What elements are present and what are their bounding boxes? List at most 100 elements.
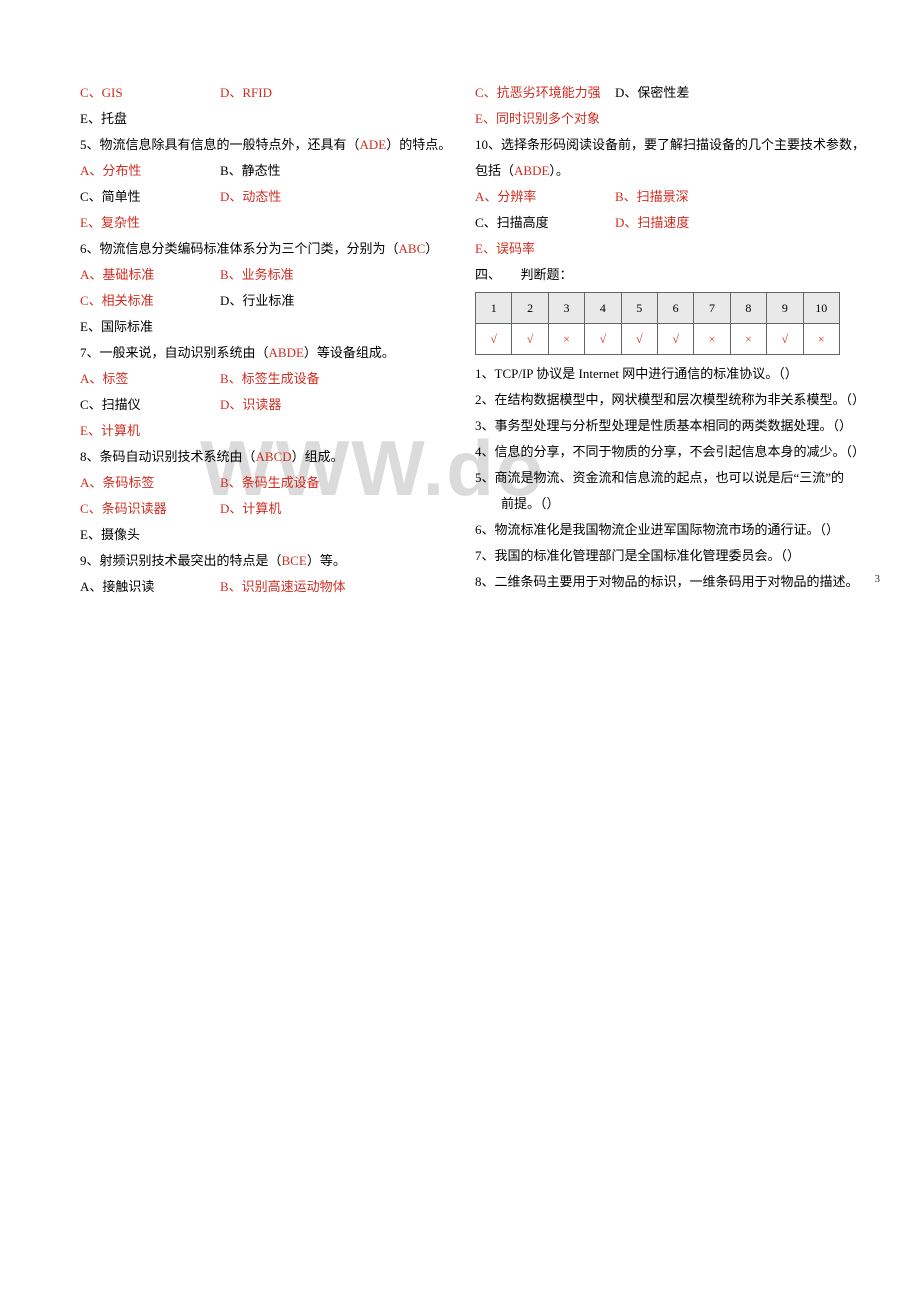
q10-answer: ABDE [514, 163, 549, 178]
q10-stem-b: ）。 [549, 163, 569, 178]
q7-opt-a: A、标签 [80, 366, 220, 392]
tf-a10: × [803, 324, 839, 355]
q8-opt-c: C、条码识读器 [80, 496, 220, 522]
q5-opt-c: C、简单性 [80, 184, 220, 210]
true-false-table: 1 2 3 4 5 6 7 8 9 10 √ √ × [475, 292, 840, 355]
q7-opt-b: B、标签生成设备 [220, 366, 445, 392]
question-5: 5、物流信息除具有信息的一般特点外，还具有（ADE）的特点。 [80, 132, 445, 158]
option-row: A、分布性 B、静态性 [80, 158, 445, 184]
tf-h7: 7 [694, 293, 730, 324]
q6-opt-e: E、国际标准 [80, 314, 445, 340]
judge-2: 2、在结构数据模型中，网状模型和层次模型统称为非关系模型。（） [475, 387, 840, 413]
judge-4: 4、信息的分享，不同于物质的分享，不会引起信息本身的减少。（） [475, 439, 840, 465]
tf-a3: × [548, 324, 584, 355]
q6-answer: ABC [399, 241, 426, 256]
tf-a9: √ [767, 324, 803, 355]
q9-opt-b: B、识别高速运动物体 [220, 574, 445, 600]
q8-answer: ABCD [256, 449, 292, 464]
tf-header-row: 1 2 3 4 5 6 7 8 9 10 [476, 293, 840, 324]
q7-answer: ABDE [269, 345, 304, 360]
question-9: 9、射频识别技术最突出的特点是（BCE）等。 [80, 548, 445, 574]
q10-opt-d: D、扫描速度 [615, 210, 840, 236]
question-6: 6、物流信息分类编码标准体系分为三个门类，分别为（ABC） [80, 236, 445, 262]
q7-opt-e: E、计算机 [80, 418, 445, 444]
option-e: E、同时识别多个对象 [475, 106, 840, 132]
q5-stem-a: 5、物流信息除具有信息的一般特点外，还具有（ [80, 137, 360, 152]
tf-h9: 9 [767, 293, 803, 324]
option-row: C、抗恶劣环境能力强 D、保密性差 [475, 80, 840, 106]
q6-stem-a: 6、物流信息分类编码标准体系分为三个门类，分别为（ [80, 241, 399, 256]
q5-stem-b: ）的特点。 [386, 137, 451, 152]
option-c: C、GIS [80, 80, 220, 106]
option-row: C、GIS D、RFID [80, 80, 445, 106]
q6-opt-a: A、基础标准 [80, 262, 220, 288]
page: WWW.do C、GIS D、RFID E、托盘 5、物流信息除具有信息的一般特… [0, 0, 920, 610]
q10-opt-b: B、扫描景深 [615, 184, 840, 210]
q10-stem-a: 包括（ [475, 163, 514, 178]
judge-5a: 5、商流是物流、资金流和信息流的起点，也可以说是后“三流”的 [475, 465, 840, 491]
option-row: A、基础标准 B、业务标准 [80, 262, 445, 288]
tf-a4: √ [585, 324, 621, 355]
tf-a6: √ [657, 324, 693, 355]
option-row: A、接触识读 B、识别高速运动物体 [80, 574, 445, 600]
page-number: 3 [875, 568, 881, 590]
q9-stem-b: ）等。 [307, 553, 346, 568]
q9-opt-a: A、接触识读 [80, 574, 220, 600]
option-row: A、标签 B、标签生成设备 [80, 366, 445, 392]
q8-opt-a: A、条码标签 [80, 470, 220, 496]
q7-stem-b: ）等设备组成。 [304, 345, 395, 360]
tf-answer-row: √ √ × √ √ √ × × √ × [476, 324, 840, 355]
q7-opt-c: C、扫描仪 [80, 392, 220, 418]
tf-h6: 6 [657, 293, 693, 324]
q8-opt-d: D、计算机 [220, 496, 445, 522]
question-8: 8、条码自动识别技术系统由（ABCD）组成。 [80, 444, 445, 470]
judge-8: 8、二维条码主要用于对物品的标识，一维条码用于对物品的描述。 [475, 569, 840, 595]
q6-opt-d: D、行业标准 [220, 288, 445, 314]
section-4-heading: 四、 判断题： [475, 262, 840, 288]
q6-opt-b: B、业务标准 [220, 262, 445, 288]
tf-a1: √ [476, 324, 512, 355]
judge-1: 1、TCP/IP 协议是 Internet 网中进行通信的标准协议。（） [475, 361, 840, 387]
option-row: C、扫描仪 D、识读器 [80, 392, 445, 418]
q9-answer: BCE [282, 553, 307, 568]
judge-3: 3、事务型处理与分析型处理是性质基本相同的两类数据处理。（） [475, 413, 840, 439]
tf-h5: 5 [621, 293, 657, 324]
q7-stem-a: 7、一般来说，自动识别系统由（ [80, 345, 269, 360]
option-row: C、条码识读器 D、计算机 [80, 496, 445, 522]
q5-opt-a: A、分布性 [80, 158, 220, 184]
q5-opt-d: D、动态性 [220, 184, 445, 210]
q6-stem-b: ） [425, 241, 438, 256]
question-10-line1: 10、选择条形码阅读设备前，要了解扫描设备的几个主要技术参数， [475, 132, 840, 158]
q5-opt-b: B、静态性 [220, 158, 445, 184]
option-e: E、托盘 [80, 106, 445, 132]
q5-answer: ADE [360, 137, 387, 152]
q10-opt-a: A、分辨率 [475, 184, 615, 210]
tf-h4: 4 [585, 293, 621, 324]
tf-a5: √ [621, 324, 657, 355]
judge-6: 6、物流标准化是我国物流企业进军国际物流市场的通行证。（） [475, 517, 840, 543]
judge-5b: 前提。（） [475, 491, 840, 517]
q8-stem-a: 8、条码自动识别技术系统由（ [80, 449, 256, 464]
option-d: D、RFID [220, 80, 445, 106]
q10-opt-e: E、误码率 [475, 236, 840, 262]
option-row: A、分辨率 B、扫描景深 [475, 184, 840, 210]
question-10-line2: 包括（ABDE）。 [475, 158, 840, 184]
option-row: C、简单性 D、动态性 [80, 184, 445, 210]
content: C、GIS D、RFID E、托盘 5、物流信息除具有信息的一般特点外，还具有（… [80, 80, 840, 600]
q8-opt-e: E、摄像头 [80, 522, 445, 548]
judge-7: 7、我国的标准化管理部门是全国标准化管理委员会。（） [475, 543, 840, 569]
two-column-layout: C、GIS D、RFID E、托盘 5、物流信息除具有信息的一般特点外，还具有（… [80, 80, 840, 600]
q9-stem-a: 9、射频识别技术最突出的特点是（ [80, 553, 282, 568]
option-row: C、扫描高度 D、扫描速度 [475, 210, 840, 236]
tf-h8: 8 [730, 293, 766, 324]
q6-opt-c: C、相关标准 [80, 288, 220, 314]
option-row: C、相关标准 D、行业标准 [80, 288, 445, 314]
tf-h1: 1 [476, 293, 512, 324]
q5-opt-e: E、复杂性 [80, 210, 445, 236]
tf-a8: × [730, 324, 766, 355]
q8-opt-b: B、条码生成设备 [220, 470, 445, 496]
right-column: C、抗恶劣环境能力强 D、保密性差 E、同时识别多个对象 10、选择条形码阅读设… [475, 80, 840, 600]
q7-opt-d: D、识读器 [220, 392, 445, 418]
option-d: D、保密性差 [615, 80, 840, 106]
tf-h3: 3 [548, 293, 584, 324]
